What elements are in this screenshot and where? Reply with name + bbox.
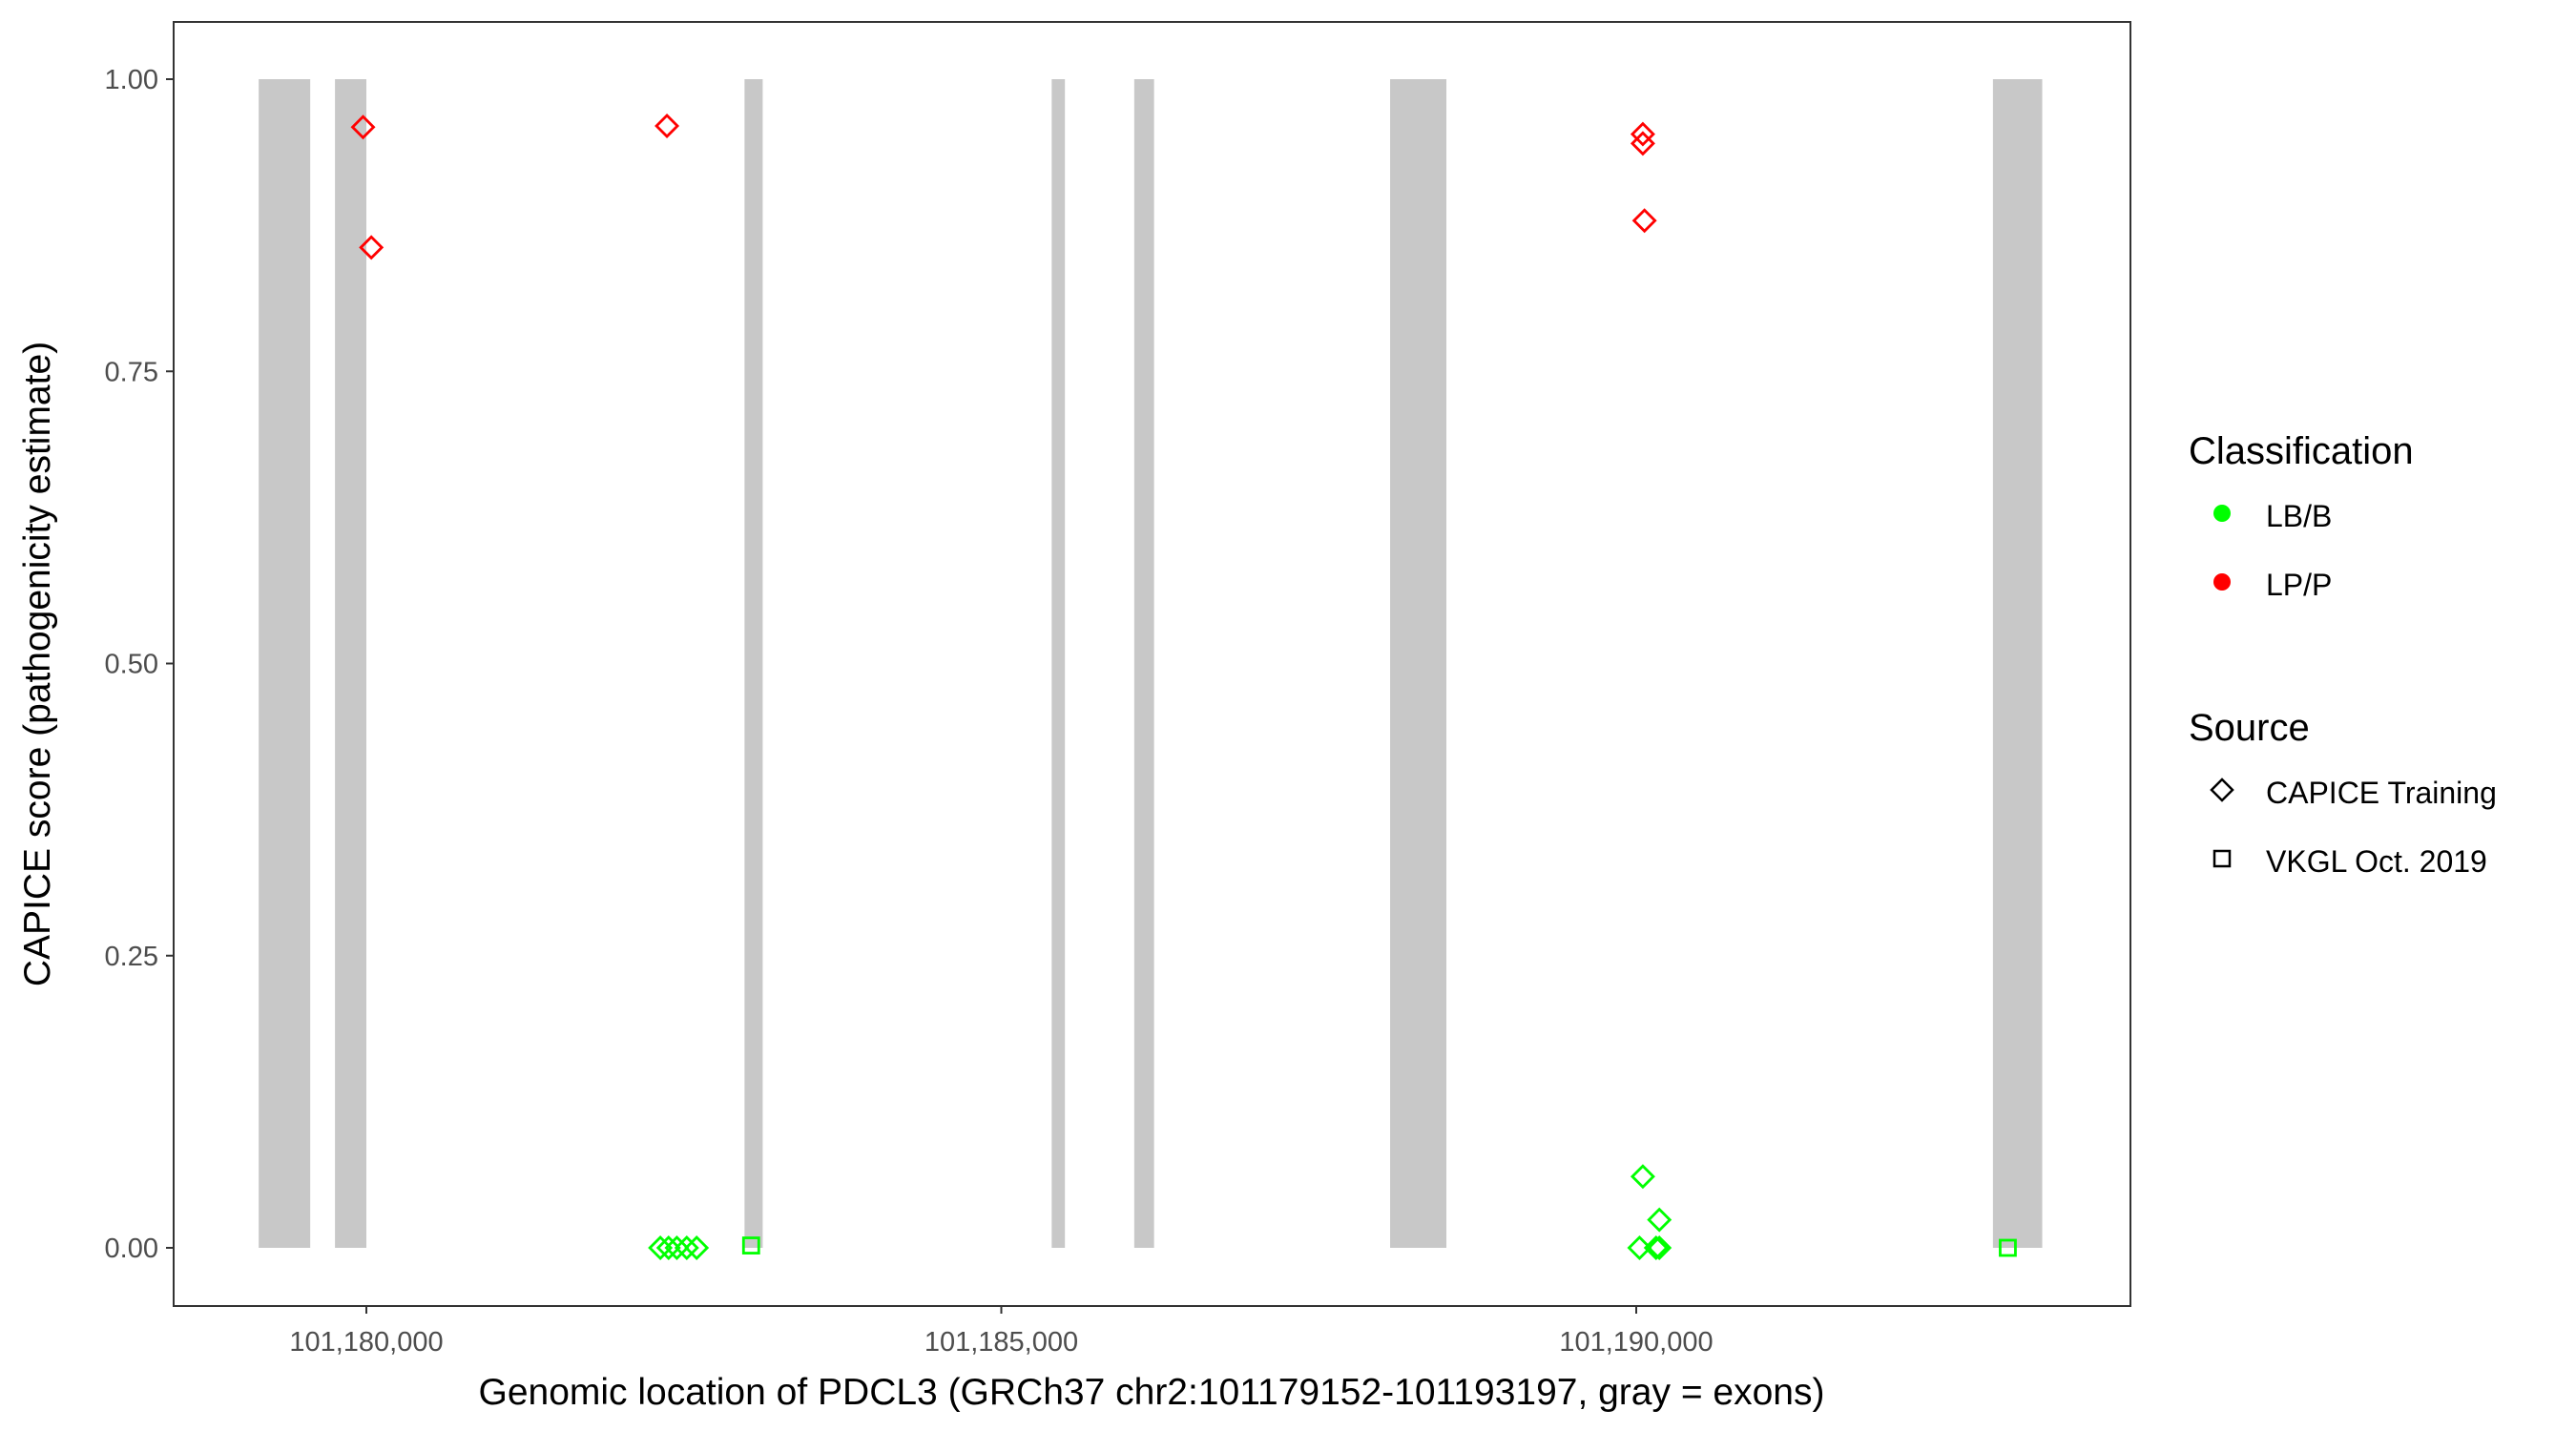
exon-3 xyxy=(744,79,763,1248)
legend-classification: Classification LB/B LP/P xyxy=(2189,430,2414,602)
x-axis-title: Genomic location of PDCL3 (GRCh37 chr2:1… xyxy=(479,1372,1825,1413)
data-point-square xyxy=(1999,1238,2017,1257)
points-layer xyxy=(350,114,2017,1260)
x-tick-label: 101,180,000 xyxy=(289,1327,443,1358)
legend-source: Source CAPICE Training VKGL Oct. 2019 xyxy=(2189,707,2497,879)
data-point-diamond xyxy=(1630,1164,1655,1190)
legend-title-source: Source xyxy=(2189,707,2310,749)
exon-layer xyxy=(259,79,2043,1248)
legend-key-lbb xyxy=(2213,505,2231,522)
data-point-diamond xyxy=(350,114,376,140)
data-point-diamond xyxy=(1643,1235,1669,1260)
legend-title-classification: Classification xyxy=(2189,430,2414,472)
legend-label-capice: CAPICE Training xyxy=(2266,776,2497,810)
legend-key-square-icon xyxy=(2212,849,2232,868)
y-tick-label: 0.25 xyxy=(105,942,158,972)
data-point-diamond xyxy=(684,1235,710,1260)
y-axis-title: CAPICE score (pathogenicity estimate) xyxy=(17,342,58,986)
legend-key-lpp xyxy=(2213,573,2231,591)
y-tick-label: 0.00 xyxy=(105,1234,158,1264)
data-point-diamond xyxy=(664,1235,690,1260)
legend-key-diamond-icon xyxy=(2210,778,2234,802)
data-point-diamond xyxy=(1647,1235,1672,1260)
legend-label-lbb: LB/B xyxy=(2266,499,2332,533)
legend-label-lpp: LP/P xyxy=(2266,568,2332,602)
y-axis: 0.00 0.25 0.50 0.75 1.00 xyxy=(105,65,174,1264)
data-point-diamond xyxy=(655,1235,681,1260)
y-tick-label: 1.00 xyxy=(105,65,158,95)
x-axis: 101,180,000 101,185,000 101,190,000 xyxy=(289,1306,1714,1358)
data-point-diamond xyxy=(674,1235,699,1260)
exon-2 xyxy=(335,79,366,1248)
exon-5 xyxy=(1133,79,1154,1248)
exon-4 xyxy=(1051,79,1066,1248)
data-point-diamond xyxy=(1630,131,1655,156)
legend-label-vkgl: VKGL Oct. 2019 xyxy=(2266,844,2487,879)
data-point-diamond xyxy=(1647,1207,1672,1233)
data-point-diamond xyxy=(648,1235,674,1260)
data-point-diamond xyxy=(654,114,680,138)
y-tick-label: 0.50 xyxy=(105,650,158,680)
exon-1 xyxy=(259,79,311,1248)
x-tick-label: 101,190,000 xyxy=(1559,1327,1713,1358)
x-tick-label: 101,185,000 xyxy=(924,1327,1078,1358)
data-point-diamond xyxy=(1630,121,1655,147)
data-point-diamond xyxy=(1631,208,1657,234)
data-point-diamond xyxy=(359,235,384,260)
y-tick-label: 0.75 xyxy=(105,357,158,387)
exon-7 xyxy=(1992,79,2043,1248)
data-point-square xyxy=(741,1236,760,1255)
exon-6 xyxy=(1390,79,1447,1248)
data-point-diamond xyxy=(1627,1235,1652,1260)
